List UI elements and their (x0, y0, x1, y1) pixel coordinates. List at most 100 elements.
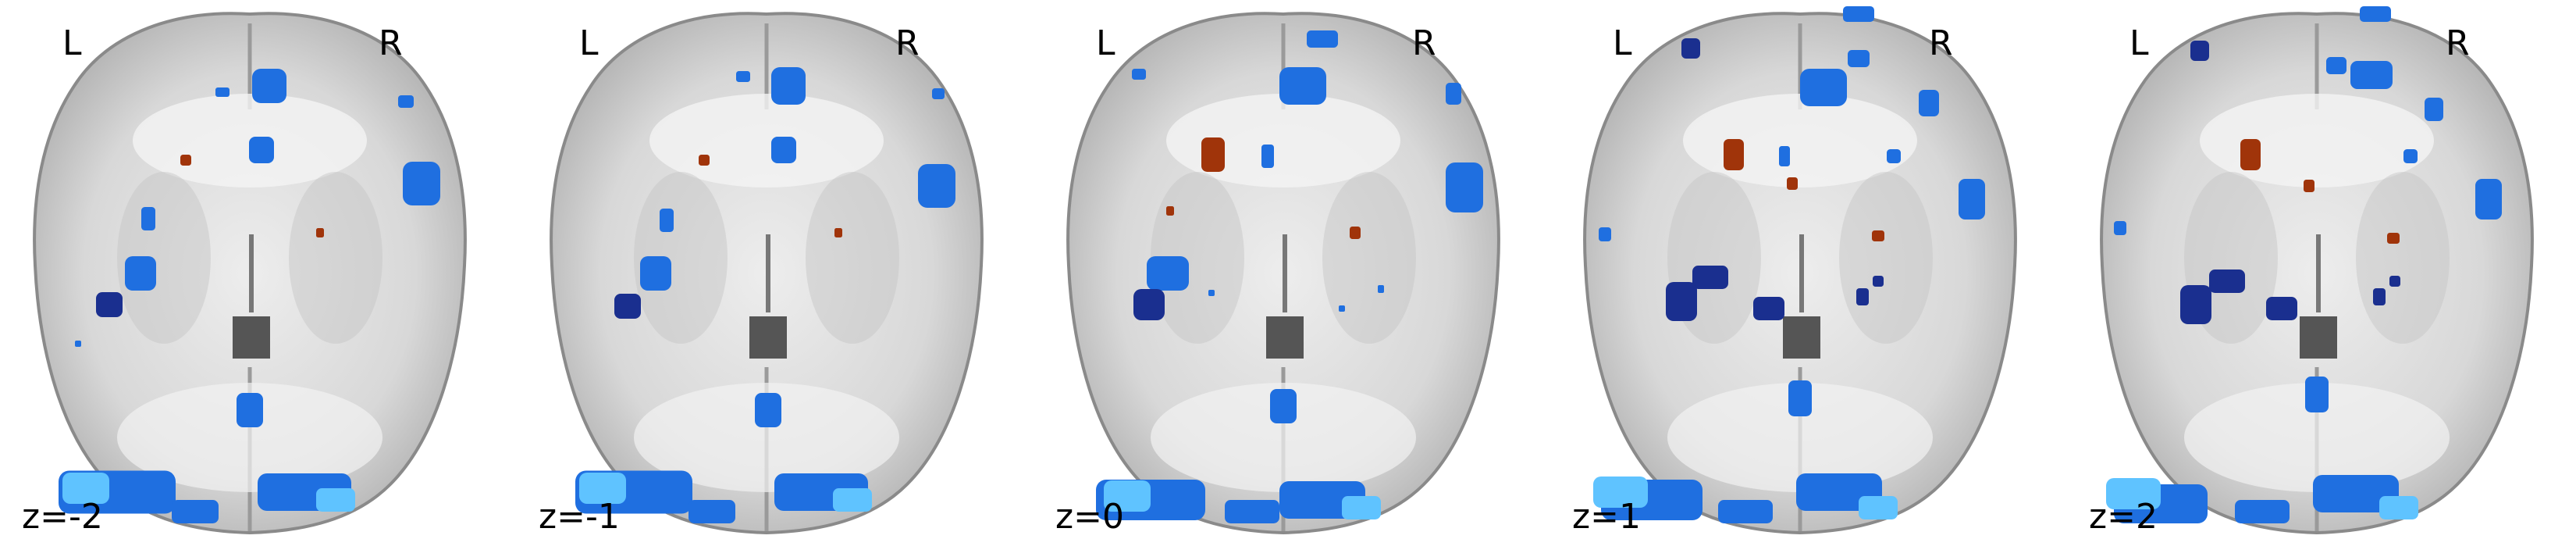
negative-activation-cluster (833, 488, 872, 512)
negative-activation-cluster (1132, 69, 1146, 80)
third-ventricle (1783, 316, 1820, 359)
negative-activation-cluster (1446, 162, 1483, 212)
negative-activation-cluster (1919, 90, 1939, 116)
slice-panel-z-minus-1: L R z=-1 (517, 0, 1016, 539)
negative-activation-cluster (1959, 179, 1985, 220)
negative-activation-cluster (918, 164, 955, 208)
negative-activation-cluster (755, 393, 781, 427)
negative-activation-cluster (1133, 289, 1165, 320)
negative-activation-cluster (1681, 38, 1700, 59)
negative-activation-cluster (1208, 290, 1215, 296)
negative-activation-cluster (2180, 285, 2211, 324)
negative-activation-cluster (62, 473, 109, 504)
negative-activation-cluster (1446, 83, 1461, 105)
right-basal-ganglia (2356, 172, 2450, 344)
negative-activation-cluster (215, 87, 229, 97)
negative-activation-cluster (1225, 500, 1279, 523)
negative-activation-cluster (2373, 288, 2386, 305)
slice-panel-z-2: L R z=2 (2067, 0, 2567, 539)
left-basal-ganglia (117, 172, 211, 344)
negative-activation-cluster (125, 256, 156, 291)
positive-activation-cluster (2304, 180, 2314, 192)
slice-coordinate-label: z=-2 (22, 497, 103, 537)
positive-activation-cluster (180, 155, 191, 166)
right-hemisphere-label: R (895, 23, 920, 63)
positive-activation-cluster (2387, 233, 2400, 244)
left-hemisphere-label: L (579, 23, 599, 63)
brain-slice-image (1066, 12, 1500, 535)
brain-slice-image (2100, 6, 2534, 535)
negative-activation-cluster (2350, 61, 2393, 89)
right-basal-ganglia (806, 172, 899, 344)
negative-activation-cluster (172, 500, 219, 523)
negative-activation-cluster (2425, 98, 2443, 121)
negative-activation-cluster (1339, 305, 1345, 312)
negative-activation-cluster (1843, 6, 1874, 22)
slice-coordinate-label: z=2 (2089, 497, 2158, 537)
negative-activation-cluster (640, 256, 671, 291)
negative-activation-cluster (2209, 270, 2245, 293)
negative-activation-cluster (736, 71, 750, 82)
occipital-white-matter (634, 383, 899, 492)
negative-activation-cluster (771, 137, 796, 163)
negative-activation-cluster (1104, 480, 1151, 512)
right-basal-ganglia (1322, 172, 1416, 344)
right-hemisphere-label: R (2446, 23, 2470, 63)
negative-activation-cluster (688, 500, 735, 523)
negative-activation-cluster (403, 162, 440, 205)
positive-activation-cluster (2240, 139, 2261, 170)
negative-activation-cluster (1599, 227, 1611, 241)
negative-activation-cluster (237, 393, 263, 427)
positive-activation-cluster (1201, 137, 1225, 172)
slice-panel-z-minus-2: L R z=-2 (0, 0, 500, 539)
negative-activation-cluster (2326, 57, 2347, 74)
left-hemisphere-label: L (1096, 23, 1115, 63)
third-ventricle (1266, 316, 1304, 359)
negative-activation-cluster (2389, 276, 2400, 287)
negative-activation-cluster (75, 341, 81, 347)
occipital-white-matter (1667, 383, 1933, 492)
negative-activation-cluster (1378, 285, 1384, 293)
right-hemisphere-label: R (1412, 23, 1436, 63)
negative-activation-cluster (2235, 500, 2290, 523)
occipital-white-matter (117, 383, 382, 492)
negative-activation-cluster (1666, 282, 1697, 321)
negative-activation-cluster (1718, 500, 1773, 523)
negative-activation-cluster (2360, 6, 2391, 22)
negative-activation-cluster (2403, 149, 2418, 163)
left-hemisphere-label: L (1613, 23, 1632, 63)
negative-activation-cluster (249, 137, 274, 163)
left-hemisphere-label: L (62, 23, 82, 63)
occipital-white-matter (1151, 383, 1416, 492)
negative-activation-cluster (2106, 478, 2161, 509)
slice-panel-z-0: L R z=0 (1034, 0, 1533, 539)
positive-activation-cluster (1787, 177, 1798, 190)
negative-activation-cluster (2190, 41, 2209, 61)
negative-activation-cluster (2114, 221, 2126, 235)
slice-coordinate-label: z=-1 (539, 497, 620, 537)
right-hemisphere-label: R (1929, 23, 1953, 63)
positive-activation-cluster (834, 228, 842, 237)
negative-activation-cluster (1887, 149, 1901, 163)
brain-slice-image (33, 12, 467, 535)
negative-activation-cluster (252, 69, 286, 103)
right-basal-ganglia (1839, 172, 1933, 344)
positive-activation-cluster (1350, 227, 1361, 239)
negative-activation-cluster (1800, 69, 1847, 106)
negative-activation-cluster (2266, 297, 2297, 320)
third-ventricle (749, 316, 787, 359)
positive-activation-cluster (316, 228, 324, 237)
negative-activation-cluster (2379, 496, 2418, 519)
right-basal-ganglia (289, 172, 382, 344)
negative-activation-cluster (1593, 477, 1648, 508)
negative-activation-cluster (1848, 50, 1870, 67)
negative-activation-cluster (141, 207, 155, 230)
negative-activation-cluster (2475, 179, 2502, 220)
third-ventricle (233, 316, 270, 359)
left-hemisphere-label: L (2129, 23, 2149, 63)
slice-panel-z-1: L R z=1 (1550, 0, 2050, 539)
negative-activation-cluster (1779, 146, 1790, 166)
negative-activation-cluster (398, 95, 414, 108)
negative-activation-cluster (771, 67, 806, 105)
